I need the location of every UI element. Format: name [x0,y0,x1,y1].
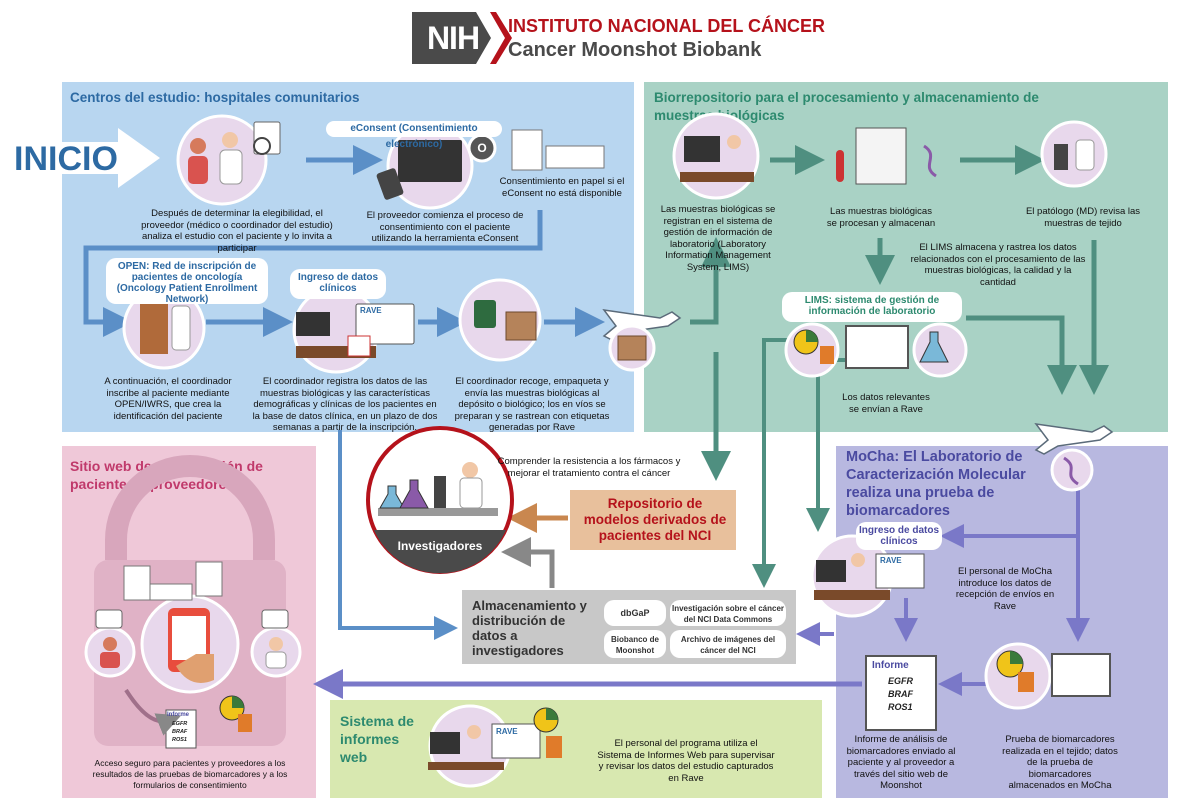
mocha-test-text: Prueba de biomarcadores realizada en el … [1002,734,1118,791]
step3-text: A continuación, el coordinador inscribe … [104,376,232,422]
header-line1: INSTITUTO NACIONAL DEL CÁNCER [508,16,826,36]
pdm-box [570,490,736,550]
mocha-report-label: Informe [872,660,909,671]
portal-report-label: Informe [167,712,190,718]
step2-text: El proveedor comienza el proceso de cons… [366,210,524,244]
or-label: O [477,141,487,155]
bio-step1-text: Las muestras biológicas se registran en … [660,204,776,273]
step1-text: Después de determinar la elegibilidad, e… [141,208,333,254]
relevant-text: Los datos relevantes se envían a Rave [842,392,930,415]
investigators-label: Investigadores [397,539,483,553]
mocha-gene-egfr: EGFR [888,676,914,686]
econsent-bubble: eConsent (Consentimiento electrónico) [326,121,502,150]
storage-title: Almacenamiento y distribución de datos a… [472,598,587,658]
portal-gene-ros1: ROS1 [172,737,187,743]
header-line2: Cancer Moonshot Biobank [508,39,762,61]
mocha-gene-ros1: ROS1 [888,702,913,712]
lab-flask-icon-1 [379,485,405,509]
rave-label-study: RAVE [360,306,382,315]
storage-item-ncidc: Investigación sobre el cáncer del NCI Da… [670,600,786,626]
researcher-head-icon [462,462,478,478]
storage-item-dbgap: dbGaP [604,600,666,626]
biorepository-title: Biorrepositorio para el procesamiento y … [654,90,1039,123]
reporting-text: El personal del programa utiliza el Sist… [597,738,775,784]
paper-text: Consentimiento en papel si el eConsent n… [499,176,625,199]
bio-step2-text: Las muestras biológicas se procesan y al… [826,206,936,229]
lims-bubble: LIMS: sistema de gestión de información … [782,292,962,322]
pdm-title: Repositorio de modelos derivados de paci… [583,496,727,543]
nih-logo: NIH [412,12,494,64]
lab-bench-icon [378,508,498,516]
arrow-clinical-to-storage [338,430,458,640]
open-bubble: OPEN: Red de inscripción de pacientes de… [106,258,268,305]
portal-gene-egfr: EGFR [172,721,188,727]
mocha-report-text: Informe de análisis de biomarcadores env… [846,734,956,791]
portal-panel [62,446,316,798]
mocha-staff-text: El personal de MoCha introduce los datos… [955,566,1055,612]
portal-gene-braf: BRAF [172,729,188,735]
mocha-gene-braf: BRAF [888,689,913,699]
step5-text: El coordinador recoge, empaqueta y envía… [454,376,610,433]
storage-item-biobank: Biobanco de Moonshot [604,630,666,658]
mocha-title: MoCha: El Laboratorio de Caracterización… [846,449,1026,519]
study-centers-title: Centros del estudio: hospitales comunita… [70,90,360,105]
researcher-body-icon [459,477,483,509]
portal-text: Acceso seguro para pacientes y proveedor… [92,758,288,790]
step4-text: El coordinador registra los datos de las… [252,376,438,433]
reporting-panel [330,700,822,798]
arrow-storage-to-investigators [501,537,555,588]
bio-step3-text: El patólogo (MD) revisa las muestras de … [1025,206,1141,229]
start-label: INICIO [14,140,118,178]
mocha-clinical-bubble: Ingreso de datos clínicos [856,522,942,550]
investigators-top-text: Comprender la resistencia a los fármacos… [497,456,681,479]
reporting-title: Sistema de informes web [340,713,414,765]
lab-flask-icon-2 [399,479,429,509]
lims-text: El LIMS almacena y rastrea los datos rel… [910,242,1086,288]
lab-microscope-icon [434,476,446,508]
mocha-rave-label: RAVE [880,556,902,565]
portal-title: Sitio web de participación de pacientes … [70,458,263,492]
clinical-bubble-study: Ingreso de datos clínicos [290,269,386,299]
reporting-rave-label: RAVE [496,727,518,736]
storage-item-tcia: Archivo de imágenes del cáncer del NCI [670,630,786,658]
nih-logo-text: NIH [426,20,480,56]
